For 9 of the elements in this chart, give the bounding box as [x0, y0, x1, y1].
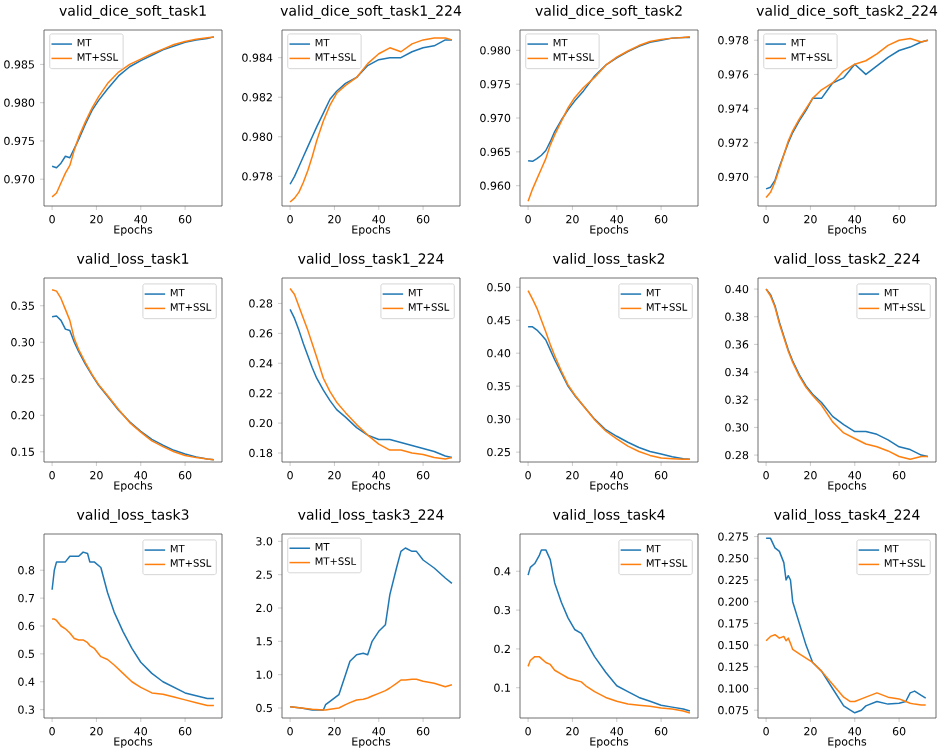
line-series: [51, 618, 215, 707]
line-series: [527, 289, 691, 461]
line-series: [527, 326, 691, 461]
line-series: [527, 655, 691, 714]
line-series: [51, 36, 215, 198]
line-series: [51, 288, 215, 461]
line-series: [289, 678, 453, 711]
line-series: [527, 549, 691, 712]
line-series: [527, 36, 691, 203]
